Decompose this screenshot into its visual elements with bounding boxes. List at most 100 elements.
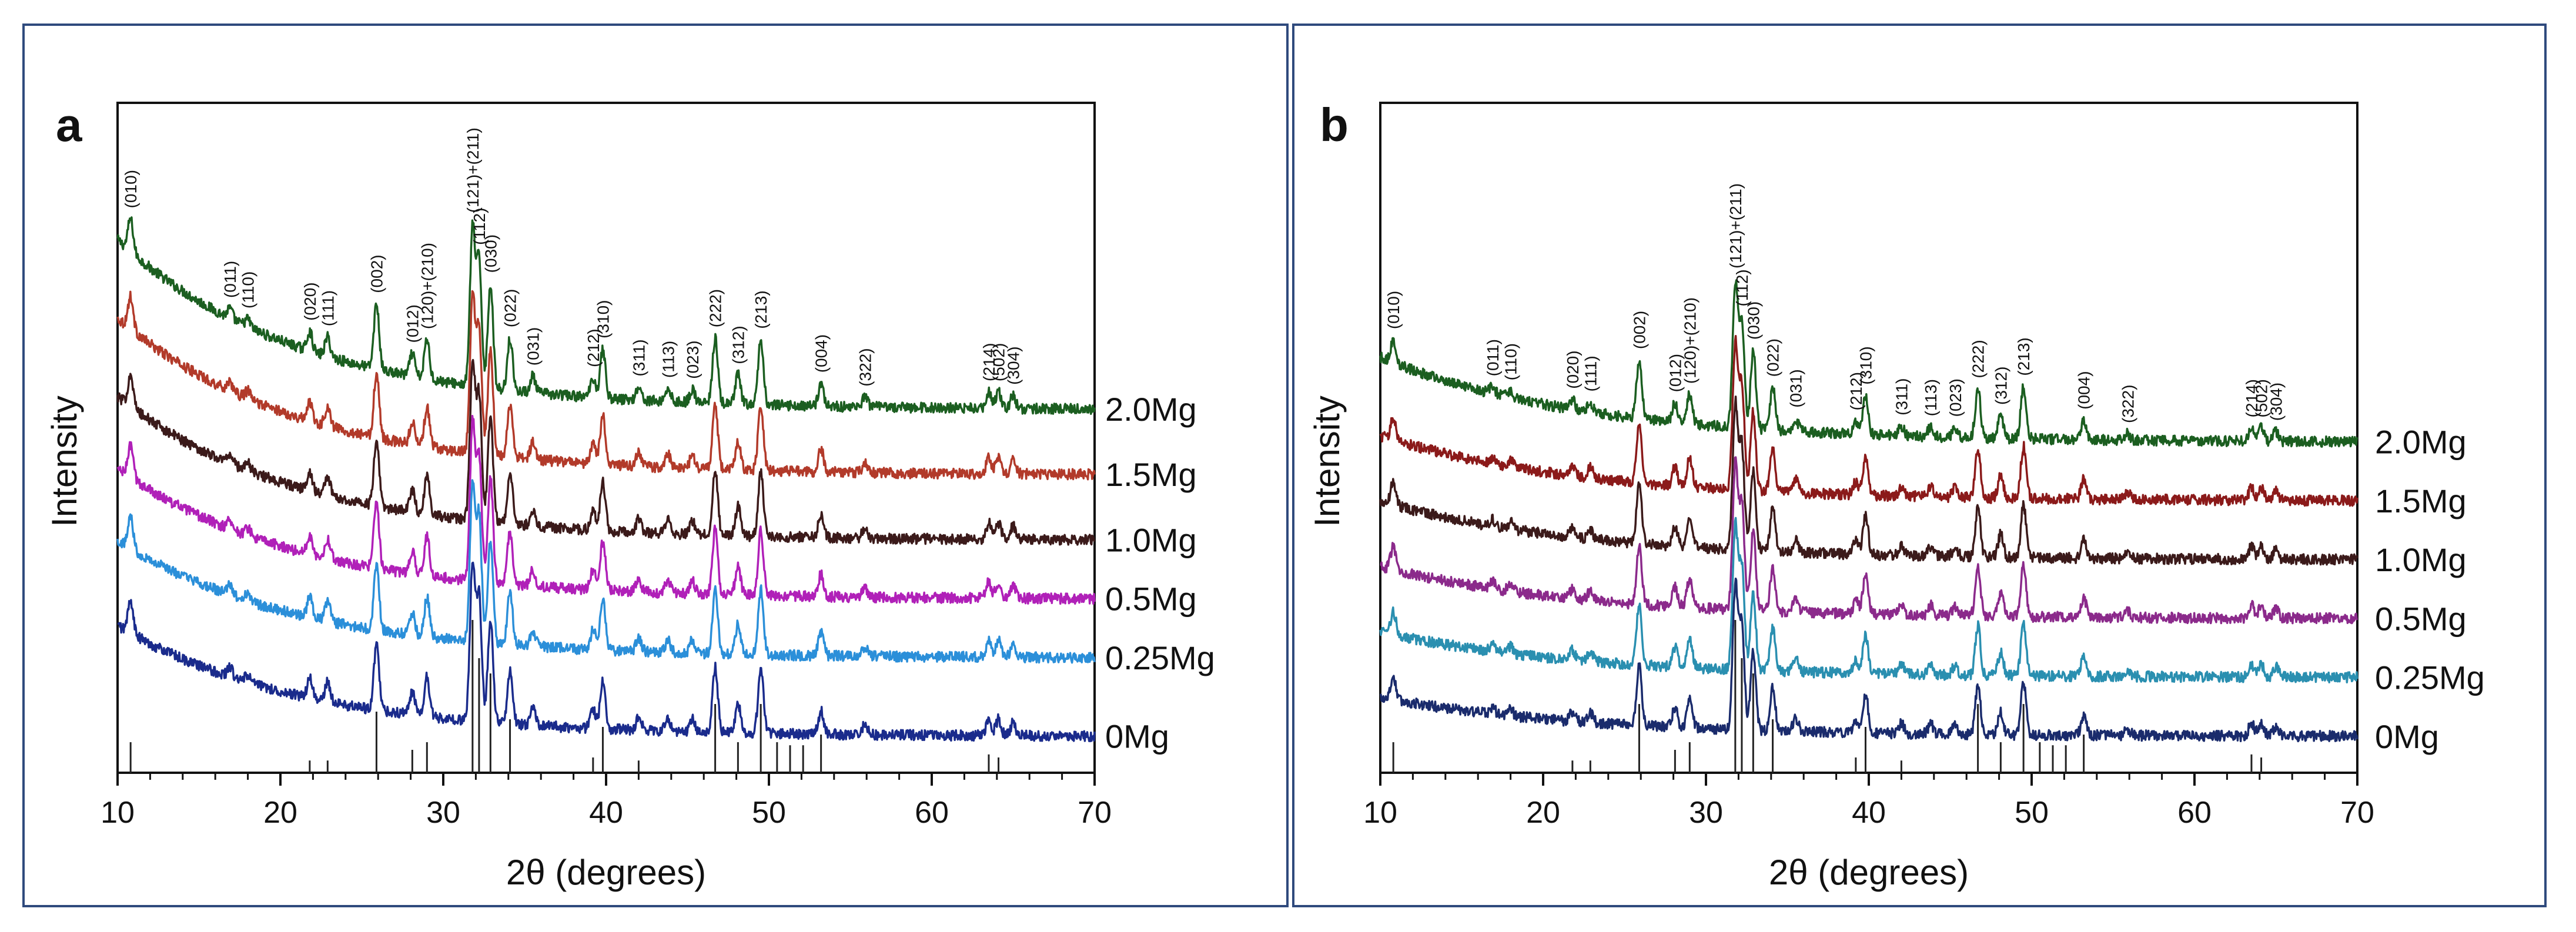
hkl-label: (004) — [812, 334, 831, 373]
x-tick-label: 20 — [1526, 796, 1560, 830]
hkl-label: (121)+(211) — [464, 128, 482, 213]
y-axis-title: Intensity — [45, 395, 84, 527]
hkl-label: (304) — [2267, 383, 2286, 421]
hkl-label: (020) — [301, 282, 319, 320]
hkl-label: (111) — [319, 290, 337, 326]
series-line-0.25Mg — [1379, 517, 2358, 683]
x-tick-label: 30 — [426, 796, 460, 830]
hkl-label: (322) — [2119, 385, 2137, 423]
hkl-label: (022) — [1764, 338, 1782, 377]
hkl-label: (311) — [1892, 378, 1911, 415]
hkl-label: (113) — [659, 341, 677, 378]
hkl-label: (012) — [403, 304, 421, 343]
panel-b: b 10 20 30 40 50 60 70 2θ (degrees) Intensity 2.0M… — [1292, 24, 2547, 907]
hkl-label: (112) — [470, 208, 489, 245]
series-line-1.0Mg — [116, 358, 1096, 546]
x-axis-title: 2θ (degrees) — [1769, 853, 1969, 892]
hkl-label: (213) — [2015, 337, 2033, 376]
hkl-label: (214) — [2243, 379, 2261, 417]
x-tick-label: 60 — [2177, 796, 2212, 830]
hkl-label: (031) — [524, 327, 542, 366]
series-label: 2.0Mg — [2375, 424, 2467, 461]
series-line-0Mg — [117, 561, 1096, 743]
series-line-0Mg — [1379, 577, 2358, 743]
panel-letter: a — [56, 99, 82, 151]
x-tick-label: 70 — [1078, 796, 1112, 830]
series-label: 1.5Mg — [1105, 456, 1197, 493]
hkl-label: (002) — [367, 254, 386, 293]
series-label: 2.0Mg — [1105, 391, 1197, 428]
hkl-label: (111) — [1581, 356, 1600, 391]
hkl-label: (010) — [1384, 291, 1403, 329]
hkl-label: (110) — [1502, 343, 1520, 380]
series-label: 0.5Mg — [2375, 600, 2467, 637]
hkl-label: (311) — [630, 339, 648, 376]
panel-frame — [22, 24, 1289, 907]
x-axis-title: 2θ (degrees) — [506, 853, 706, 892]
hkl-label: (002) — [1630, 311, 1648, 349]
hkl-label: (004) — [2075, 371, 2093, 409]
hkl-label: (120)+(210) — [1681, 297, 1699, 384]
series-line-1.5Mg — [116, 290, 1096, 481]
hkl-label: (110) — [239, 271, 257, 309]
x-tick-label: 50 — [2015, 796, 2049, 830]
series-line-1.5Mg — [1379, 334, 2358, 507]
hkl-label: (121)+(211) — [1727, 183, 1745, 269]
series-label: 1.0Mg — [2375, 541, 2467, 578]
hkl-label: (023) — [1946, 378, 1965, 417]
hkl-label: (120)+(210) — [418, 243, 436, 329]
hkl-label: (010) — [122, 170, 140, 208]
hkl-label: (502) — [990, 343, 1008, 381]
series-label: 0Mg — [1105, 718, 1169, 755]
x-tick-label: 50 — [752, 796, 786, 830]
hkl-label: (023) — [684, 340, 702, 378]
hkl-label: (031) — [1787, 369, 1805, 407]
hkl-label: (304) — [1005, 346, 1023, 384]
hkl-label: (213) — [752, 290, 770, 328]
series-line-2.0Mg — [1379, 279, 2358, 448]
hkl-label: (212) — [584, 328, 603, 367]
hkl-label: (030) — [1744, 301, 1762, 340]
series-label: 0.25Mg — [1105, 639, 1215, 676]
series-label: 0.5Mg — [1105, 581, 1197, 618]
series-label: 0Mg — [2375, 718, 2439, 755]
hkl-label: (030) — [481, 234, 500, 273]
hkl-label: (020) — [1564, 350, 1582, 388]
series-line-0.5Mg — [1380, 456, 2358, 625]
hkl-label: (502) — [2253, 379, 2271, 417]
hkl-label: (312) — [1992, 367, 2010, 405]
hkl-label: (011) — [1484, 339, 1502, 376]
hkl-label: (022) — [501, 289, 520, 327]
hkl-label: (113) — [1922, 379, 1940, 416]
series-line-2.0Mg — [116, 216, 1096, 415]
series-label: 0.25Mg — [2375, 659, 2485, 696]
x-tick-label: 10 — [101, 796, 135, 830]
hkl-label: (310) — [594, 300, 612, 338]
panel-a: a 10 20 30 40 50 60 70 2θ (degrees) Intensity 2.0M… — [22, 24, 1289, 907]
series-line-0.5Mg — [116, 414, 1096, 605]
hkl-label: (312) — [729, 326, 747, 364]
hkl-label: (011) — [221, 261, 239, 298]
panel-frame — [1292, 24, 2547, 907]
hkl-label: (012) — [1666, 354, 1684, 392]
series-label: 1.5Mg — [2375, 482, 2467, 519]
x-tick-label: 70 — [2340, 796, 2374, 830]
hkl-label: (310) — [1856, 346, 1875, 384]
series-line-1.0Mg — [1379, 395, 2358, 566]
x-tick-label: 10 — [1363, 796, 1397, 830]
hkl-label: (212) — [1847, 372, 1865, 410]
x-tick-label: 40 — [1852, 796, 1886, 830]
x-tick-label: 60 — [915, 796, 949, 830]
hkl-label: (222) — [707, 289, 725, 327]
hkl-label: (322) — [856, 348, 874, 386]
hkl-label: (112) — [1733, 269, 1751, 306]
series-label: 1.0Mg — [1105, 522, 1197, 559]
x-tick-label: 20 — [263, 796, 297, 830]
y-axis-title: Intensity — [1307, 395, 1347, 527]
hkl-label: (222) — [1969, 340, 1988, 378]
panel-letter: b — [1320, 99, 1349, 151]
x-tick-label: 40 — [589, 796, 623, 830]
series-line-0.25Mg — [116, 479, 1096, 664]
hkl-label: (214) — [980, 343, 998, 381]
